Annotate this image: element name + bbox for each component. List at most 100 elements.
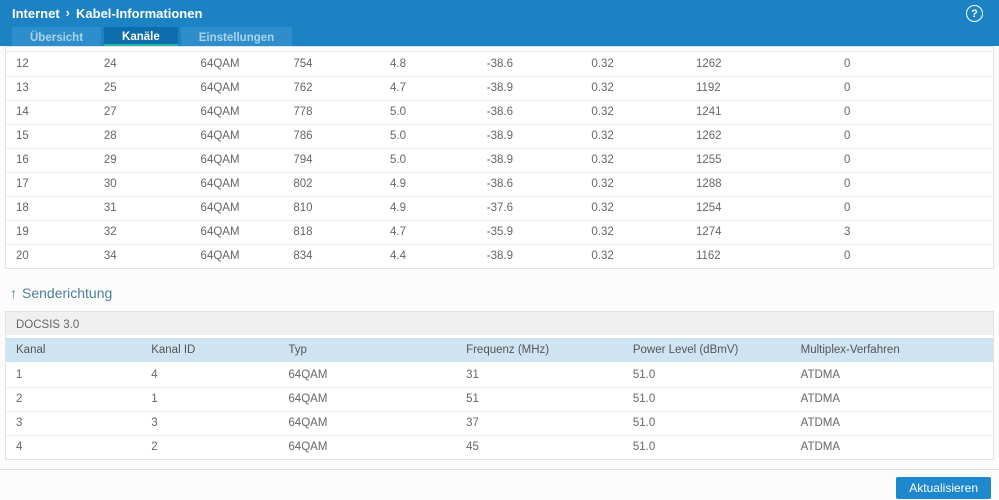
table-cell: 1262 [695,57,722,70]
help-icon[interactable]: ? [966,5,983,22]
table-cell: 1255 [695,154,722,166]
table-cell: 0 [844,57,851,70]
table-cell: 64QAM [200,154,240,166]
table-cell: 4.9 [390,202,407,214]
table-cell: 1162 [695,250,721,263]
table-row: 2 1 64QAM 51 51.0 ATDMA [6,387,993,411]
table-cell: 5.0 [390,130,407,142]
table-cell: 51 [466,393,479,405]
breadcrumb: Internet › Kabel-Informationen [12,5,202,21]
table-cell: 754 [293,57,313,70]
table-cell: 1 [16,369,23,382]
table-cell: ATDMA [800,393,841,405]
table-cell: -38.6 [486,178,513,190]
downstream-clipped-row [6,47,993,52]
section-title-label: Senderichtung [22,285,113,301]
table-cell: 64QAM [200,178,240,190]
tab-uebersicht[interactable]: Übersicht [12,27,102,46]
table-cell: 0.32 [591,130,614,142]
table-cell: 2 [16,393,23,405]
table-cell: 13 [16,82,29,94]
table-row: 18 31 64QAM 810 4.9 -37.6 0.32 1254 0 [6,196,993,220]
table-row: 20 34 64QAM 834 4.4 -38.9 0.32 1162 0 [6,244,993,268]
table-row: 3 3 64QAM 37 51.0 ATDMA [6,411,993,435]
table-cell: 778 [293,106,313,118]
table-cell: 51.0 [632,393,656,405]
table-cell: 30 [103,178,117,190]
column-header: Kanal [6,338,142,364]
upstream-table-body: 1 4 64QAM 31 51.0 ATDMA 2 1 64QAM 51 51.0 ATDMA 3 3 64… [6,363,993,459]
table-cell: 810 [293,202,313,214]
table-cell: 0.32 [591,82,614,94]
upstream-header-row: Kanal Kanal ID Typ Frequenz (MHz) Power Leve… [6,338,993,364]
refresh-button[interactable]: Aktualisieren [896,477,991,499]
table-cell: 1 [151,393,158,405]
table-cell: ATDMA [800,417,841,429]
table-cell: 818 [293,226,313,238]
table-cell: 0 [844,178,851,190]
table-cell: 1288 [695,178,722,190]
column-header: Power Level (dBmV) [622,338,791,364]
table-cell: 3 [151,417,158,429]
table-cell: 15 [16,130,29,142]
table-cell: 16 [16,154,29,166]
table-cell: 0.32 [591,57,614,70]
table-cell: 32 [103,226,117,238]
table-cell: 17 [16,178,29,190]
table-cell: 51.0 [632,417,656,429]
table-row: 17 30 64QAM 802 4.9 -38.6 0.32 1288 0 [6,172,993,196]
table-cell: 794 [293,154,313,166]
table-cell: 5.0 [390,154,407,166]
table-cell: 12 [16,57,29,70]
table-cell: -38.9 [486,250,513,263]
table-cell: 0.32 [591,202,614,214]
table-cell: 3 [16,417,23,429]
table-cell: 762 [293,82,313,94]
table-cell: -38.9 [486,154,513,166]
table-row: 16 29 64QAM 794 5.0 -38.9 0.32 1255 0 [6,148,993,172]
table-cell: -35.9 [486,226,513,238]
table-cell: 37 [466,417,479,429]
upstream-section-title: ↑ Senderichtung [10,285,989,301]
table-cell: 4.7 [390,82,407,94]
breadcrumb-root[interactable]: Internet [12,6,60,21]
table-cell: 3 [844,226,851,238]
table-cell: 0 [844,154,851,166]
table-cell: 786 [293,130,313,142]
table-cell: 1192 [695,82,721,94]
docsis-version-label: DOCSIS 3.0 [6,312,993,338]
table-cell: 64QAM [288,369,328,382]
table-cell: 1262 [695,130,722,142]
table-cell: ATDMA [800,369,841,382]
table-cell: 14 [16,106,29,118]
tab-kanaele[interactable]: Kanäle [104,27,178,46]
table-cell: 0 [844,202,851,214]
table-cell: -38.6 [486,57,513,70]
table-cell: 4.8 [390,57,407,70]
table-cell: 0 [844,82,851,94]
table-cell: 31 [103,202,117,214]
upstream-channels-table: Kanal Kanal ID Typ Frequenz (MHz) Power Leve… [6,338,993,459]
downstream-table-container: 12 24 64QAM 754 4.8 -38.6 0.32 1262 0 13 25 64QAM 76… [5,46,994,269]
table-cell: 64QAM [200,57,240,70]
table-cell: 18 [16,202,29,214]
table-cell: -37.6 [486,202,513,214]
table-cell: 28 [103,130,117,142]
table-cell: 64QAM [288,441,328,454]
top-header-bar: Internet › Kabel-Informationen ? [0,0,999,27]
table-cell: 64QAM [288,393,328,405]
table-cell: 34 [103,250,117,263]
table-row: 15 28 64QAM 786 5.0 -38.9 0.32 1262 0 [6,124,993,148]
table-cell: 0.32 [591,178,614,190]
table-cell: 1274 [695,226,722,238]
table-row: 13 25 64QAM 762 4.7 -38.9 0.32 1192 0 [6,76,993,100]
table-cell: 45 [466,441,479,454]
table-cell: 64QAM [200,130,240,142]
table-cell: 0 [844,106,851,118]
chevron-right-icon: › [65,5,71,20]
table-row: 14 27 64QAM 778 5.0 -38.6 0.32 1241 0 [6,100,993,124]
tab-bar: Übersicht Kanäle Einstellungen [0,27,999,46]
table-cell: 0.32 [591,250,614,263]
column-header: Frequenz (MHz) [456,338,623,364]
tab-einstellungen[interactable]: Einstellungen [180,27,293,46]
